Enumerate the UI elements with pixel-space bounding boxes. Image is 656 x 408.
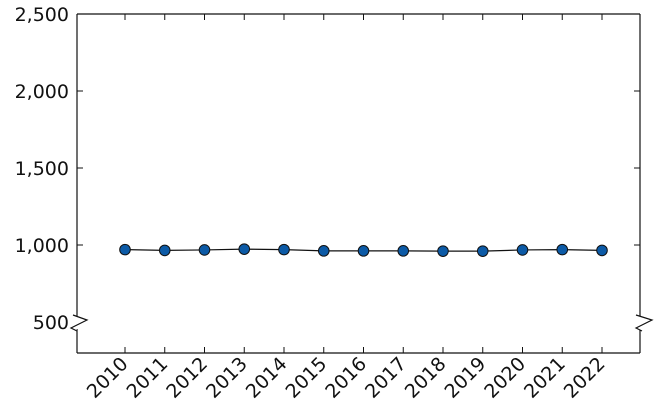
x-tick-label: 2020 xyxy=(480,353,530,403)
x-tick-label: 2022 xyxy=(560,353,610,403)
data-point-2013 xyxy=(238,243,251,255)
y-tick-label: 500 xyxy=(33,312,69,334)
data-point-2020 xyxy=(516,244,529,256)
data-point-2014 xyxy=(278,243,290,256)
data-point-2021 xyxy=(556,243,569,256)
x-tick-label: 2015 xyxy=(282,353,332,403)
x-tick-label: 2014 xyxy=(242,353,292,403)
x-tick-labels: 2010201120122013201420152016201720182019… xyxy=(83,353,610,403)
series-group xyxy=(119,243,608,257)
data-point-2011 xyxy=(158,244,171,257)
data-point-2018 xyxy=(437,245,449,257)
x-tick-label: 2010 xyxy=(83,353,133,403)
y-tick-label: 1,500 xyxy=(15,158,69,180)
axis-break-left xyxy=(69,314,89,332)
x-tick-label: 2019 xyxy=(441,353,491,403)
y-tick-labels: 500 1,000 1,500 2,000 2,500 xyxy=(15,4,69,334)
x-tick-label: 2021 xyxy=(520,353,570,403)
y-tick-label: 2,500 xyxy=(15,4,69,26)
data-point-2015 xyxy=(317,245,330,257)
x-tick-label: 2011 xyxy=(123,353,173,403)
data-point-2010 xyxy=(119,243,131,256)
x-tick-label: 2012 xyxy=(162,353,212,403)
y-tick-label: 2,000 xyxy=(15,81,69,103)
x-tick-label: 2016 xyxy=(321,353,371,403)
axes xyxy=(69,13,654,354)
data-point-2022 xyxy=(596,244,608,257)
data-point-2017 xyxy=(397,245,410,257)
data-point-2016 xyxy=(357,245,370,257)
x-tick-label: 2018 xyxy=(401,353,451,403)
data-point-2019 xyxy=(476,245,489,257)
x-tick-label: 2017 xyxy=(361,353,411,403)
x-tick-label: 2013 xyxy=(202,353,252,403)
data-point-2012 xyxy=(198,244,211,256)
axis-break-right xyxy=(634,314,654,332)
tick-marks xyxy=(77,13,640,353)
y-tick-label: 1,000 xyxy=(15,235,69,257)
